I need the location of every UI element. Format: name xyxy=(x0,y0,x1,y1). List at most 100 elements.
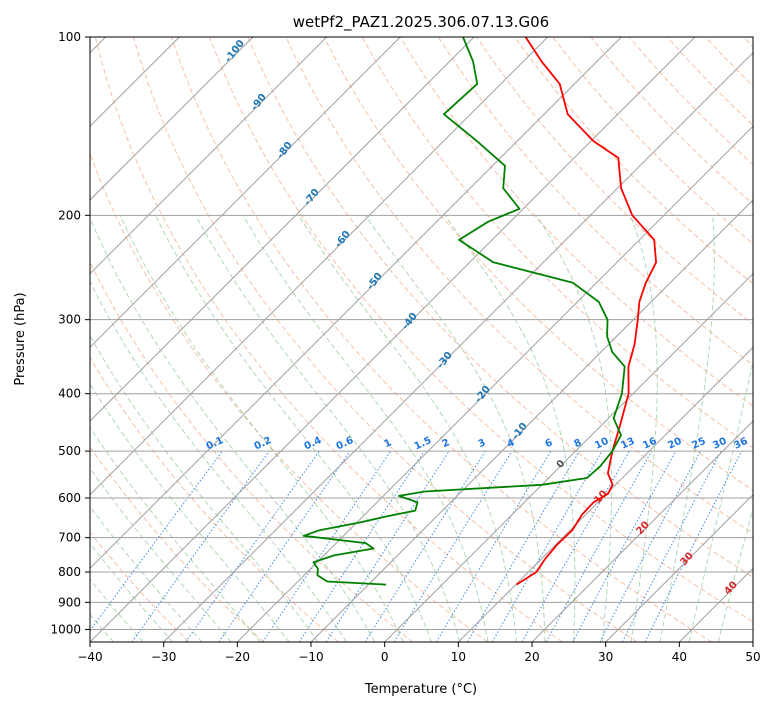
mixing-ratio-line xyxy=(572,450,677,642)
mixing-ratio-label: 1 xyxy=(382,437,393,450)
mixing-ratio-label: 4 xyxy=(505,437,516,450)
x-axis-title: Temperature (°C) xyxy=(364,682,477,697)
moist-adiabat-line xyxy=(536,215,613,642)
y-tick-label: 700 xyxy=(58,531,81,545)
dry-adiabat-line xyxy=(94,37,563,642)
moist-adiabat-line xyxy=(195,215,461,642)
moist-adiabat-line xyxy=(90,578,144,642)
isotherm-line xyxy=(90,37,254,201)
isotherm-line xyxy=(90,37,328,275)
dry-adiabat-line xyxy=(399,37,753,407)
isotherm-line xyxy=(90,37,401,349)
isotherm-line xyxy=(531,420,753,642)
x-tick-label: 40 xyxy=(672,650,687,664)
isotherm-line xyxy=(236,125,753,642)
isotherm-line xyxy=(90,37,696,642)
temperature-profile-line xyxy=(516,37,657,586)
mixing-ratio-line xyxy=(298,450,425,642)
dry-adiabat-line xyxy=(437,37,753,366)
moist-adiabat-line xyxy=(90,505,203,642)
y-tick-label: 900 xyxy=(58,595,81,609)
moist-adiabat-line xyxy=(90,280,347,642)
mixing-ratio-line xyxy=(621,450,722,642)
moist-adiabat-line xyxy=(688,358,753,642)
dry-adiabat-line xyxy=(132,37,638,642)
mixing-ratio-label: 16 xyxy=(641,436,658,452)
mixing-ratio-line xyxy=(90,450,223,632)
mixing-ratio-line xyxy=(185,450,320,642)
plot-frame xyxy=(89,36,754,643)
mixing-ratio-line xyxy=(218,450,351,642)
dry-adiabat-line xyxy=(323,37,753,491)
y-axis-title: Pressure (hPa) xyxy=(13,292,28,385)
mixing-ratio-label: 20 xyxy=(666,436,683,452)
x-tick-label: 30 xyxy=(598,650,613,664)
mixing-ratio-label: 8 xyxy=(572,437,583,450)
isotherm-line xyxy=(90,37,622,570)
moist-adiabat-line xyxy=(90,216,376,642)
isotherm-line xyxy=(90,37,475,422)
moist-adiabat-line xyxy=(90,542,173,642)
y-tick-label: 800 xyxy=(58,565,81,579)
mixing-ratio-line xyxy=(644,450,743,642)
x-tick-label: 50 xyxy=(745,650,760,664)
x-tick-label: 0 xyxy=(381,650,389,664)
isotherm-line xyxy=(605,493,753,642)
dry-adiabat-line xyxy=(247,37,753,578)
profiles xyxy=(302,37,657,586)
x-tick-label: 20 xyxy=(524,650,539,664)
mixing-ratio-line xyxy=(262,450,392,642)
mixing-ratio-line xyxy=(521,450,630,642)
dry-adiabat-line xyxy=(209,37,753,623)
isotherm-line xyxy=(752,641,753,642)
dewpoint-profile-line xyxy=(302,37,626,586)
mixing-ratio-line xyxy=(364,450,486,642)
mixing-ratio-line xyxy=(325,450,450,642)
dry-adiabat-line xyxy=(514,37,753,285)
moist-adiabat-line xyxy=(298,215,517,642)
mixing-ratio-label: 25 xyxy=(690,436,707,452)
isotherm-line xyxy=(163,51,753,642)
mixing-ratio-label: 3 xyxy=(476,437,487,450)
moist-adiabat-line xyxy=(630,215,658,642)
moist-adiabat-line xyxy=(90,334,319,642)
x-tick-label: −20 xyxy=(225,650,250,664)
mixing-ratio-label: 10 xyxy=(593,436,610,452)
mixing-ratio-label: 2 xyxy=(440,437,451,450)
moist-adiabat-line xyxy=(364,215,546,642)
moist-adiabat-line xyxy=(90,467,232,642)
y-tick-label: 400 xyxy=(58,387,81,401)
isotherm-line xyxy=(457,346,753,642)
x-axis: −40 −30 −20 −10 0 10 20 30 40 50 xyxy=(77,642,761,664)
dry-adiabat-line xyxy=(90,531,190,642)
x-tick-label: −10 xyxy=(298,650,323,664)
y-tick-label: 300 xyxy=(58,313,81,327)
dry-adiabat-line xyxy=(285,37,753,535)
y-tick-label: 500 xyxy=(58,444,81,458)
dry-adiabat-line xyxy=(361,37,753,449)
y-tick-label: 100 xyxy=(58,30,81,44)
dry-adiabat-line xyxy=(90,356,339,642)
mixing-ratio-label: 36 xyxy=(732,436,749,452)
mixing-ratio-line xyxy=(599,450,701,642)
dry-adiabat-line xyxy=(90,446,264,642)
dry-adiabat-line xyxy=(90,152,488,642)
mixing-ratio-line xyxy=(545,450,653,642)
mixing-ratio-line xyxy=(131,450,270,642)
x-tick-label: 10 xyxy=(451,650,466,664)
mixing-ratio-line xyxy=(393,450,513,642)
plot-background xyxy=(90,37,753,642)
mixing-ratio-label: 6 xyxy=(543,437,554,450)
x-tick-label: −40 xyxy=(77,650,102,664)
y-tick-label: 600 xyxy=(58,491,81,505)
x-tick-label: −30 xyxy=(151,650,176,664)
mixing-ratio-line xyxy=(435,450,552,642)
moist-adiabat-line xyxy=(90,426,261,642)
y-tick-label: 1000 xyxy=(50,622,81,636)
isotherm-line xyxy=(90,37,549,496)
moist-adiabat-line xyxy=(119,215,404,642)
y-tick-label: 200 xyxy=(58,208,81,222)
chart-title: wetPf2_PAZ1.2025.306.07.13.G06 xyxy=(293,13,549,32)
mixing-ratio-label: 30 xyxy=(711,436,728,452)
